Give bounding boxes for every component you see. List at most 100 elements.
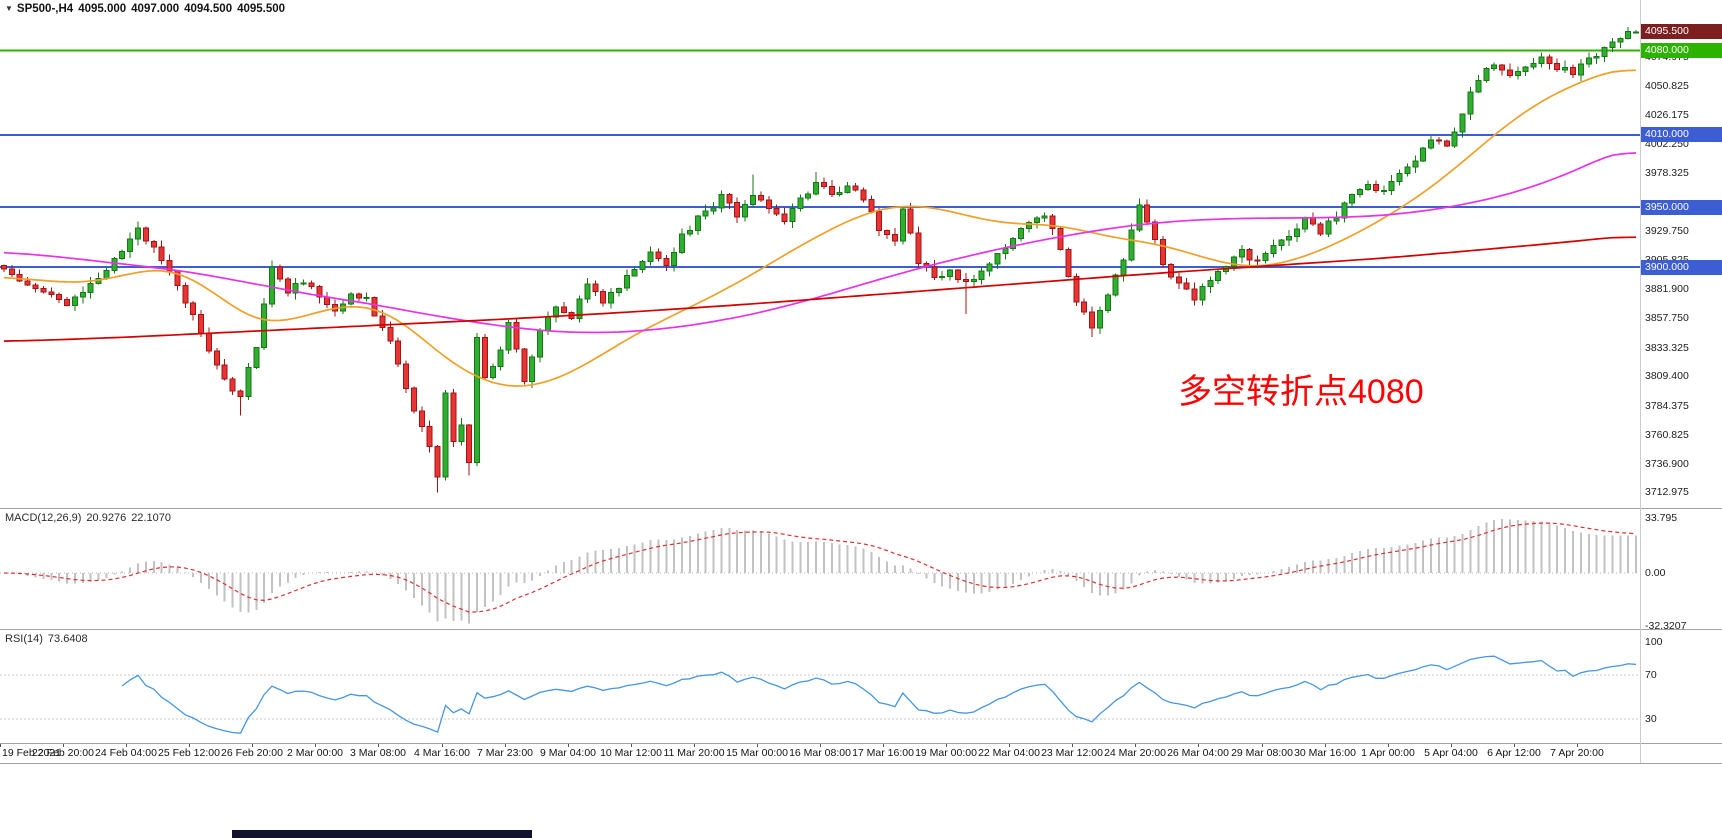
time-tick	[63, 744, 64, 747]
price-axis-label: 3736.900	[1645, 458, 1689, 470]
rsi-line	[121, 655, 1637, 734]
time-axis-label: 7 Mar 23:00	[476, 747, 534, 759]
time-tick	[1325, 744, 1326, 747]
time-tick	[505, 744, 506, 747]
price-level-badge: 3950.000	[1641, 200, 1722, 215]
macd-signal-value: 22.1070	[131, 512, 171, 524]
price-axis-label: 3978.325	[1645, 167, 1689, 179]
ohlc-low-value: 4094.500	[184, 3, 233, 15]
time-tick	[126, 744, 127, 747]
price-axis[interactable]: 4074.9754050.8254026.1754002.2503978.325…	[1641, 0, 1722, 763]
time-axis-label: 26 Feb 20:00	[221, 747, 283, 759]
time-axis[interactable]: 19 Feb 2021 22 Feb 20:00 24 Feb 04:00 25 Fe…	[0, 744, 1722, 763]
price-axis-label: 4050.825	[1645, 80, 1689, 92]
time-axis-label: 22 Mar 04:00	[978, 747, 1040, 759]
time-axis-label: 24 Feb 04:00	[95, 747, 157, 759]
time-tick	[1072, 744, 1073, 747]
time-tick	[820, 744, 821, 747]
time-axis-label: 29 Mar 08:00	[1231, 747, 1293, 759]
time-axis-label: 2 Mar 00:00	[286, 747, 344, 759]
current-price-badge: 4095.500	[1641, 24, 1722, 39]
ma-mid-magenta	[3, 152, 1637, 334]
panel-separator[interactable]	[0, 508, 1722, 509]
time-axis-label: 1 Apr 00:00	[1361, 747, 1415, 759]
time-tick	[189, 744, 190, 747]
price-level-badge: 3900.000	[1641, 260, 1722, 275]
candles-layer[interactable]	[0, 27, 1640, 493]
annotation-text: 多空转折点4080	[1178, 373, 1424, 411]
chart-bottom-border	[0, 763, 1722, 764]
rsi-axis-label: 100	[1645, 636, 1663, 648]
ma-slow-red	[3, 236, 1637, 342]
rsi-value: 73.6408	[47, 633, 88, 645]
time-tick	[442, 744, 443, 747]
time-axis-label: 16 Mar 08:00	[789, 747, 851, 759]
ohlc-high-value: 4097.000	[131, 3, 180, 15]
rsi-axis-label: 70	[1645, 669, 1657, 681]
macd-axis-label: 0.00	[1645, 567, 1666, 579]
time-axis-label: 26 Mar 04:00	[1167, 747, 1229, 759]
macd-label-text: MACD(12,26,9)	[5, 512, 82, 524]
price-level-badge: 4080.000	[1641, 43, 1722, 58]
rsi-axis-label: 30	[1645, 713, 1657, 725]
time-tick	[1135, 744, 1136, 747]
macd-axis-label: 33.795	[1645, 512, 1678, 524]
macd-signal-line	[3, 522, 1637, 613]
price-axis-label: 3881.900	[1645, 283, 1689, 295]
time-axis-label: 4 Mar 16:00	[413, 747, 471, 759]
rsi-indicator-label: RSI(14) 73.6408	[5, 633, 93, 645]
time-tick	[757, 744, 758, 747]
time-tick	[946, 744, 947, 747]
ohlc-open-value: 4095.000	[78, 3, 127, 15]
price-axis-label: 4026.175	[1645, 109, 1689, 121]
price-axis-label: 3809.400	[1645, 370, 1689, 382]
panel-separator[interactable]	[0, 743, 1722, 744]
time-axis-label: 25 Feb 12:00	[158, 747, 220, 759]
time-tick	[568, 744, 569, 747]
time-tick	[1262, 744, 1263, 747]
time-axis-label: 3 Mar 08:00	[349, 747, 407, 759]
ohlc-close-value: 4095.500	[237, 3, 286, 15]
price-axis-label: 3857.750	[1645, 312, 1689, 324]
time-axis-label: 10 Mar 12:00	[600, 747, 662, 759]
rsi-indicator-panel[interactable]	[0, 630, 1722, 743]
time-axis-label: 24 Mar 20:00	[1104, 747, 1166, 759]
rsi-label-text: RSI(14)	[5, 633, 43, 645]
price-axis-label: 3929.750	[1645, 225, 1689, 237]
macd-main-value: 20.9276	[86, 512, 127, 524]
price-axis-label: 3712.975	[1645, 486, 1689, 498]
price-axis-label: 3833.325	[1645, 342, 1689, 354]
time-axis-label: 30 Mar 16:00	[1294, 747, 1356, 759]
panel-separator[interactable]	[0, 629, 1722, 630]
time-axis-label: 19 Mar 00:00	[915, 747, 977, 759]
price-level-badge: 4010.000	[1641, 127, 1722, 142]
price-axis-label: 3760.825	[1645, 429, 1689, 441]
time-axis-label: 6 Apr 12:00	[1487, 747, 1541, 759]
time-axis-label: 5 Apr 04:00	[1424, 747, 1478, 759]
taskbar-fragment[interactable]	[232, 830, 532, 838]
macd-histogram	[18, 518, 1638, 624]
time-tick	[378, 744, 379, 747]
time-tick	[694, 744, 695, 747]
time-axis-label: 23 Mar 12:00	[1041, 747, 1103, 759]
horizontal-level-lines[interactable]	[0, 49, 1722, 269]
time-axis-label: 19 Feb 2021	[2, 747, 61, 759]
time-tick	[1451, 744, 1452, 747]
time-tick	[0, 744, 1, 747]
macd-axis-label: -32.3207	[1645, 620, 1687, 632]
ma-fast-orange	[3, 69, 1637, 387]
time-tick	[631, 744, 632, 747]
time-tick	[1009, 744, 1010, 747]
time-tick	[883, 744, 884, 747]
main-price-chart[interactable]	[0, 0, 1722, 508]
time-axis-label: 22 Feb 20:00	[32, 747, 94, 759]
time-axis-label: 9 Mar 04:00	[539, 747, 597, 759]
time-tick	[1198, 744, 1199, 747]
time-tick	[1388, 744, 1389, 747]
macd-indicator-panel[interactable]	[0, 509, 1722, 629]
symbol-dropdown-icon[interactable]: ▼	[5, 4, 13, 13]
time-tick	[252, 744, 253, 747]
time-tick	[1577, 744, 1578, 747]
chart-legend: ▼ SP500-,H4 4095.000 4097.000 4094.500 4095.5…	[5, 3, 290, 15]
